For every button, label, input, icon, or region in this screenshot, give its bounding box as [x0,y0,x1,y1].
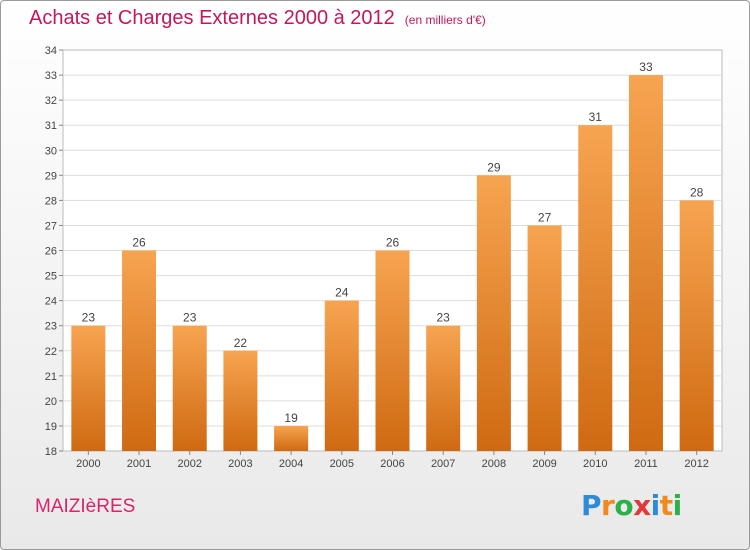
chart-title: Achats et Charges Externes 2000 à 2012 (e… [29,7,486,30]
y-tick-label: 26 [45,246,57,258]
x-tick-label: 2011 [634,458,658,470]
x-tick-label: 2001 [127,458,151,470]
bar-value-label: 28 [690,185,704,199]
bar-value-label: 33 [639,60,653,74]
y-tick-label: 24 [45,296,57,308]
bar-value-label: 31 [589,110,603,124]
y-tick-label: 23 [45,321,57,333]
y-tick-label: 33 [45,70,57,82]
x-tick-label: 2009 [532,458,556,470]
bar [324,300,359,451]
x-tick-label: 2012 [684,458,708,470]
bar [172,325,207,451]
y-tick-label: 25 [45,271,57,283]
logo-letter: i [650,489,661,522]
bar [375,250,410,451]
bar-value-label: 24 [335,286,349,300]
y-tick-label: 21 [45,371,57,383]
bar [274,425,309,451]
x-tick-label: 2008 [482,458,506,470]
logo-letter: x [633,489,651,522]
bars: 23 26 23 22 19 24 26 23 29 27 31 33 28 [71,60,714,451]
bar-value-label: 23 [437,311,451,325]
y-tick-label: 31 [45,120,57,132]
y-tick-label: 19 [45,421,57,433]
x-tick-label: 2006 [380,458,404,470]
y-tick-label: 20 [45,396,57,408]
logo-letter: P [581,489,602,522]
y-tick-label: 34 [45,45,57,57]
location-name: MAIZIèRES [35,496,136,517]
bar-value-label: 26 [132,236,146,250]
bar [71,325,106,451]
x-tick-label: 2003 [228,458,252,470]
proxiti-logo: Proxiti [581,489,682,522]
bar-value-label: 29 [487,160,501,174]
bar [223,350,258,451]
y-tick-label: 27 [45,220,57,232]
x-tick-label: 2004 [279,458,303,470]
y-tick-label: 29 [45,170,57,182]
y-tick-label: 30 [45,145,57,157]
chart-title-text: Achats et Charges Externes 2000 à 2012 [29,7,395,29]
y-tick-label: 18 [45,446,57,458]
chart-unit: (en milliers d'€) [404,13,486,27]
y-tick-label: 28 [45,195,57,207]
x-tick-label: 2007 [431,458,455,470]
bar [426,325,461,451]
bar [578,125,613,451]
y-tick-label: 32 [45,95,57,107]
bar [628,75,663,451]
y-tick-label: 22 [45,346,57,358]
bar [476,175,511,451]
bar [679,200,714,451]
logo-letter: i [672,489,683,522]
logo-letter: r [601,489,615,522]
bar-value-label: 27 [538,210,552,224]
y-axis: 18 19 20 21 22 23 24 25 26 27 28 29 30 31 32 33 34 [45,45,63,458]
x-tick-label: 2010 [583,458,607,470]
logo-letter: t [659,489,673,522]
x-tick-label: 2002 [177,458,201,470]
bar-value-label: 23 [183,311,197,325]
bar [122,250,157,451]
x-tick-label: 2000 [76,458,100,470]
bar-value-label: 22 [234,336,248,350]
x-tick-label: 2005 [330,458,354,470]
bar-value-label: 26 [386,236,400,250]
bar-value-label: 23 [82,311,96,325]
x-axis: 2000 2001 2002 2003 2004 2005 2006 2007 2008 2009… [76,451,709,470]
logo-letter: o [614,489,634,522]
bar-value-label: 19 [284,411,298,425]
bar [527,225,562,451]
